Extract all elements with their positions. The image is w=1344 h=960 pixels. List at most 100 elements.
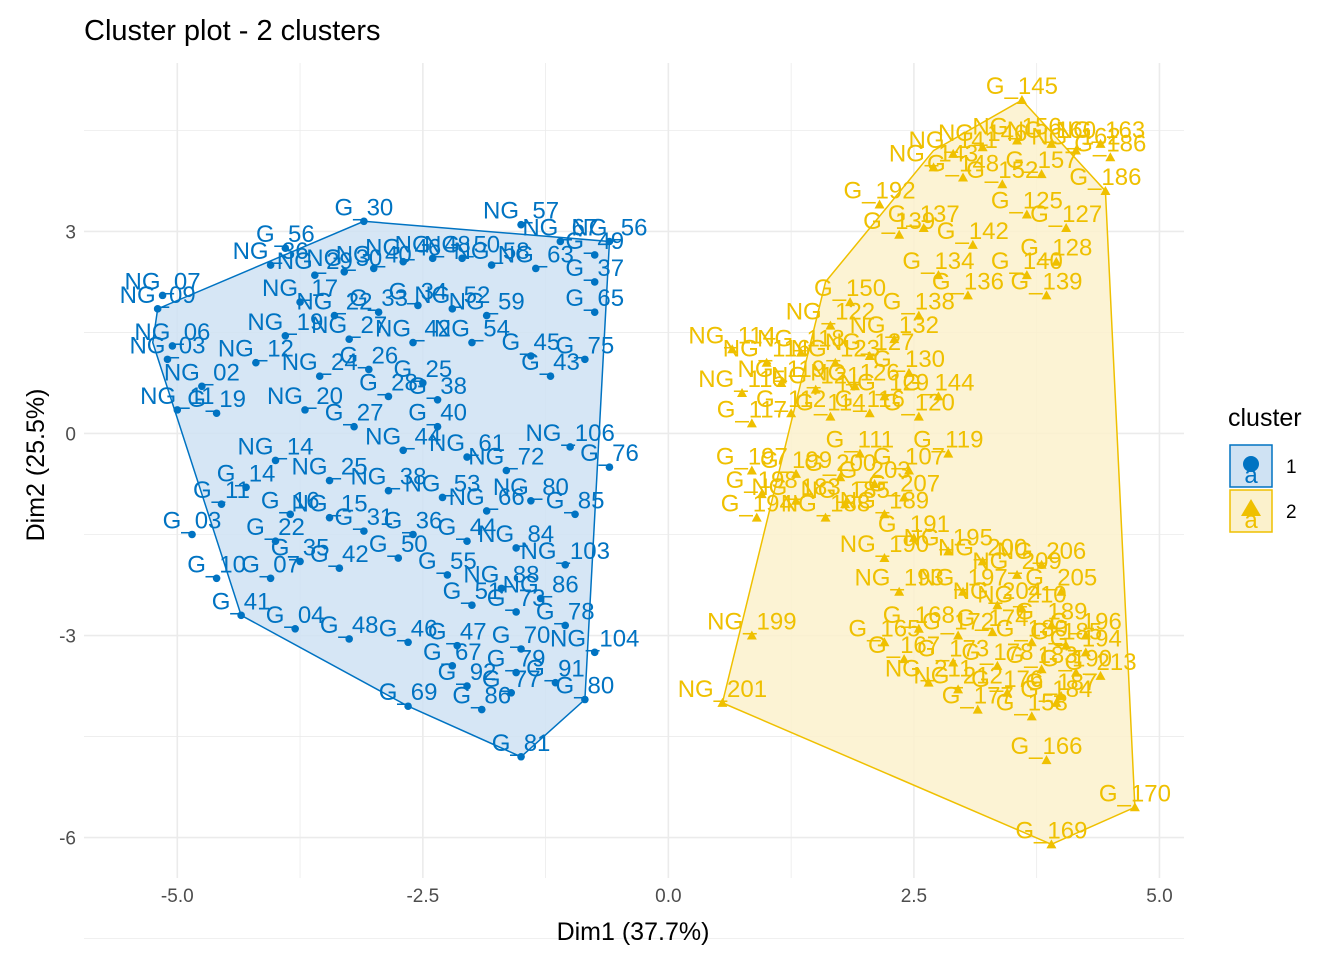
point-label: NG_195	[904, 524, 993, 551]
cluster-1-point	[507, 688, 516, 697]
cluster-1-point	[482, 311, 491, 320]
y-tick-label: -3	[59, 627, 76, 648]
cluster-1-point	[335, 564, 344, 572]
cluster-1-point	[266, 574, 275, 583]
point-label: NG_24	[282, 349, 358, 376]
cluster-2-point	[967, 239, 978, 249]
cluster-1-point	[198, 382, 206, 391]
cluster-2-point	[1061, 640, 1072, 650]
cluster-2-point	[1095, 138, 1106, 148]
point-label: G_187	[1025, 669, 1097, 696]
point-label: G_148	[927, 151, 999, 178]
point-label: G_07	[241, 551, 300, 578]
point-label: NG_190	[840, 531, 929, 558]
point-label: G_203	[839, 457, 911, 484]
cluster-1-point	[394, 554, 403, 562]
cluster-1-point	[212, 409, 221, 418]
cluster-2-point	[869, 478, 880, 488]
point-label: G_205	[1025, 565, 1097, 592]
cluster-2-point	[1070, 145, 1081, 155]
cluster-2-point	[1100, 185, 1111, 195]
point-label: NG_12	[218, 336, 294, 363]
cluster-2-point	[948, 657, 959, 667]
point-label: NG_72	[468, 444, 544, 471]
x-axis-ticks: -5.0 -2.5 0.0 2.5 5.0	[161, 886, 1173, 907]
point-label: G_191	[878, 511, 950, 538]
cluster-2-point	[791, 495, 802, 505]
point-label: NG_106	[525, 420, 614, 447]
cluster-2-point	[1016, 603, 1027, 613]
legend-label: 2	[1286, 502, 1297, 523]
cluster-2-point	[1021, 270, 1032, 280]
point-label: G_10	[187, 551, 246, 578]
cluster-2-point	[1046, 839, 1057, 849]
point-label: G_43	[521, 349, 580, 376]
y-tick-label: -6	[59, 829, 76, 850]
point-label: NG_11	[140, 383, 214, 410]
cluster-1-point	[271, 537, 280, 546]
point-label: NG_50	[424, 231, 500, 258]
cluster-1-point	[291, 624, 299, 633]
point-label: G_194	[721, 491, 793, 518]
point-label: G_166	[1010, 733, 1082, 760]
point-label: NG_122	[786, 299, 875, 326]
cluster-1-point	[487, 261, 496, 269]
cluster-2-point	[717, 697, 728, 707]
cluster-2-point	[1095, 670, 1106, 680]
cluster-1-point	[168, 342, 177, 350]
point-label: G_127	[1030, 201, 1102, 228]
cluster-1-point	[281, 331, 290, 340]
cluster-1-point	[502, 466, 511, 475]
cluster-2-point	[904, 367, 914, 377]
cluster-1-point	[158, 291, 167, 300]
point-label: G_183	[1006, 642, 1078, 669]
point-label: G_36	[384, 507, 443, 534]
point-label: G_56	[256, 221, 315, 248]
cluster-2-point	[854, 448, 865, 458]
point-label: G_125	[991, 188, 1063, 215]
point-label: G_177	[942, 683, 1014, 710]
point-label: NG_121	[771, 363, 860, 390]
legend-triangle-marker	[1241, 499, 1261, 516]
cluster-2-point	[1080, 647, 1091, 657]
point-label: NG_206	[997, 538, 1086, 565]
point-label: NG_63	[498, 241, 574, 268]
point-label: NG_193	[854, 565, 943, 592]
point-label: G_31	[335, 504, 394, 531]
cluster-2-point	[820, 512, 831, 522]
cluster-1-point	[404, 638, 412, 647]
point-label: G_130	[873, 346, 945, 373]
legend-circle-marker	[1243, 456, 1259, 472]
point-label: NG_46	[365, 235, 441, 262]
point-label: G_139	[863, 208, 935, 235]
cluster-2-point	[1046, 138, 1057, 148]
cluster-2-point	[1051, 256, 1062, 266]
legend-keys: a 1a 2	[1229, 444, 1297, 534]
cluster-2-point	[923, 677, 934, 687]
point-label: NG_84	[478, 521, 554, 548]
point-label: NG_212	[913, 662, 1002, 689]
cluster-1-point	[527, 497, 535, 505]
point-label: G_138	[883, 289, 955, 316]
cluster-2-point	[933, 270, 944, 280]
cluster-1-point	[512, 668, 520, 677]
point-label: NG_19	[247, 309, 323, 336]
point-label: G_165	[848, 615, 920, 642]
point-label: G_86	[452, 683, 511, 710]
cluster-2-point	[889, 334, 900, 344]
cluster-1-point	[433, 422, 442, 431]
cluster-2-point	[1016, 95, 1027, 105]
point-label: G_136	[932, 268, 1004, 295]
point-label: NG_210	[977, 582, 1066, 609]
point-label: G_16	[261, 487, 320, 514]
cluster-2-point	[746, 630, 757, 640]
cluster-1-point	[561, 560, 570, 569]
point-label: G_76	[580, 440, 639, 467]
point-label: G_107	[873, 444, 945, 471]
cluster-2-point	[840, 499, 851, 509]
point-label: NG_06	[134, 319, 210, 346]
cluster-2-point	[913, 411, 924, 421]
point-label: G_114	[795, 390, 865, 417]
cluster-1-point	[360, 527, 368, 535]
